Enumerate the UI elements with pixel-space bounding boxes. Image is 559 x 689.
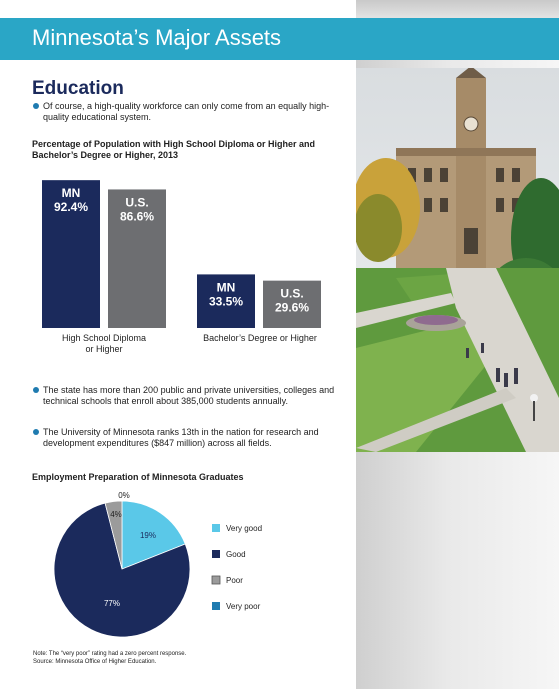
bullet-dot bbox=[33, 429, 39, 435]
footnote-source: Source: Minnesota Office of Higher Educa… bbox=[33, 659, 157, 665]
pie-label-poor: 4% bbox=[110, 510, 122, 519]
bar-chart-title: Percentage of Population with High Schoo… bbox=[32, 139, 316, 160]
bar-value-label: 92.4% bbox=[54, 200, 88, 214]
pie-label-very-good: 19% bbox=[140, 531, 156, 540]
campus-photo-illustration bbox=[356, 68, 559, 452]
category-label-0: High School Diploma or Higher bbox=[62, 333, 146, 354]
bullet-institutions: The state has more than 200 public and p… bbox=[33, 385, 348, 407]
pie-chart-title: Employment Preparation of Minnesota Grad… bbox=[32, 472, 244, 482]
bullet-text: The state has more than 200 public and p… bbox=[43, 385, 335, 406]
bar-series-label: MN bbox=[217, 280, 236, 294]
pie-label-very-poor: 0% bbox=[118, 491, 130, 500]
bar-mn-1 bbox=[197, 274, 255, 328]
bar-us-1 bbox=[263, 280, 321, 328]
bullet-text: The University of Minnesota ranks 13th i… bbox=[43, 427, 319, 448]
bullet-dot bbox=[33, 387, 39, 393]
bullet-dot bbox=[33, 103, 39, 109]
legend-label-very-poor: Very poor bbox=[226, 602, 261, 611]
bullet-workforce: Of course, a high-quality workforce can … bbox=[33, 101, 348, 123]
bar-mn-0 bbox=[42, 180, 100, 328]
bar-series-label: U.S. bbox=[280, 287, 303, 301]
category-label-1: Bachelor’s Degree or Higher bbox=[203, 333, 317, 343]
page-banner: Minnesota’s Major Assets bbox=[0, 18, 559, 60]
legend-label-good: Good bbox=[226, 550, 246, 559]
footnote: Note: The “very poor” rating had a zero … bbox=[33, 650, 186, 666]
campus-photo bbox=[356, 68, 559, 452]
legend-label-poor: Poor bbox=[226, 576, 243, 585]
legend-label-very-good: Very good bbox=[226, 524, 262, 533]
pie-slice-very-good bbox=[121, 500, 186, 570]
legend-swatch-very-poor bbox=[212, 602, 220, 610]
pie-slice-good bbox=[53, 502, 191, 638]
legend-swatch-very-good bbox=[212, 524, 220, 532]
top-strip-gray bbox=[356, 0, 559, 18]
employment-pie-chart: 19% 77% 4% 0% Very good Good Poor Very poor bbox=[53, 491, 262, 638]
pie-slice-poor bbox=[104, 500, 123, 570]
legend-swatch-good bbox=[212, 550, 220, 558]
pie-label-good: 77% bbox=[104, 599, 120, 608]
page-title: Minnesota’s Major Assets bbox=[32, 25, 282, 50]
bar-value-label: 86.6% bbox=[120, 209, 154, 223]
bullet-university: The University of Minnesota ranks 13th i… bbox=[33, 427, 348, 449]
section-heading: Education bbox=[32, 78, 124, 99]
footnote-note: Note: The “very poor” rating had a zero … bbox=[33, 651, 187, 657]
legend-swatch-poor bbox=[211, 575, 221, 585]
bar-value-label: 29.6% bbox=[275, 301, 309, 315]
bar-series-label: MN bbox=[62, 186, 81, 200]
bar-value-label: 33.5% bbox=[209, 294, 243, 308]
bullet-text: Of course, a high-quality workforce can … bbox=[43, 101, 330, 122]
bar-us-0 bbox=[108, 189, 166, 328]
bar-series-label: U.S. bbox=[125, 195, 148, 209]
